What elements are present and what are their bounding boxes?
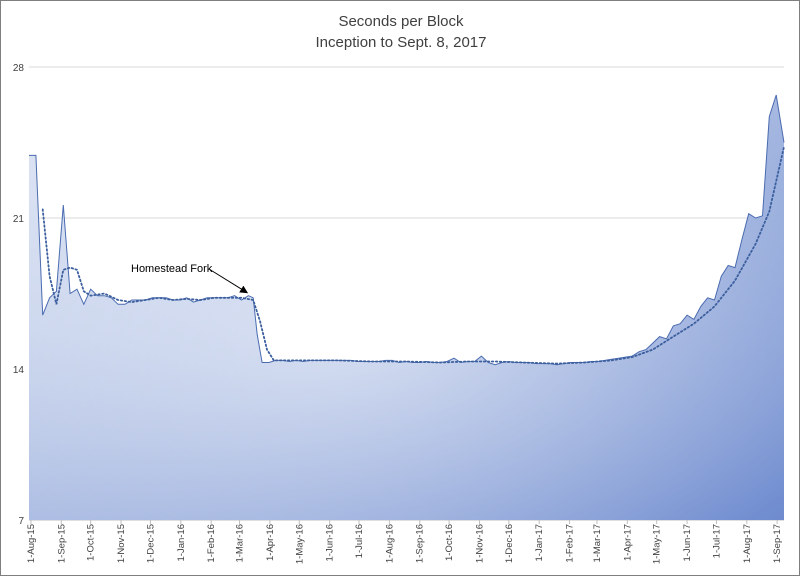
- annotation-arrow: [208, 268, 249, 294]
- x-tick-label: 1-Aug-15: [26, 524, 37, 563]
- trend-series: [41, 145, 785, 365]
- x-tick-label: 1-Aug-16: [384, 524, 395, 563]
- x-tick-label: 1-Apr-16: [265, 524, 276, 561]
- homestead-fork-annotation: Homestead Fork: [131, 263, 249, 294]
- y-tick-label: 7: [18, 516, 24, 527]
- x-tick-label: 1-Dec-15: [145, 524, 156, 563]
- annotation-label: Homestead Fork: [131, 263, 213, 275]
- x-tick-label: 1-Oct-16: [444, 524, 455, 561]
- x-tick-label: 1-Aug-17: [742, 524, 753, 563]
- x-tick-label: 1-Nov-16: [474, 524, 485, 563]
- chart-subtitle: Inception to Sept. 8, 2017: [316, 34, 487, 51]
- area-series: [29, 94, 785, 520]
- x-tick-label: 1-Sep-17: [772, 524, 783, 563]
- x-tick-label: 1-Feb-16: [206, 524, 217, 563]
- y-tick-label: 14: [13, 365, 25, 376]
- x-tick-label: 1-Dec-16: [504, 524, 515, 563]
- y-tick-label: 21: [13, 214, 25, 225]
- x-tick-label: 1-Jan-17: [534, 524, 545, 562]
- chart-title: Seconds per Block: [338, 13, 464, 30]
- x-tick-label: 1-May-17: [652, 524, 663, 564]
- x-tick-label: 1-Mar-16: [235, 524, 246, 563]
- x-tick-label: 1-May-16: [294, 524, 305, 564]
- x-tick-label: 1-Jun-16: [325, 524, 336, 562]
- x-tick-label: 1-Oct-15: [86, 524, 97, 561]
- x-tick-label: 1-Sep-15: [56, 524, 67, 563]
- x-axis-ticks: 1-Aug-15 1-Sep-15 1-Oct-15 1-Nov-15 1-Dec-15…: [26, 520, 783, 564]
- area-highlight: [29, 95, 784, 520]
- x-tick-label: 1-Mar-17: [592, 524, 603, 563]
- x-tick-label: 1-Jul-17: [711, 524, 722, 558]
- x-tick-label: 1-Apr-17: [622, 524, 633, 561]
- x-tick-label: 1-Sep-16: [415, 524, 426, 563]
- y-tick-label: 28: [13, 63, 25, 74]
- x-tick-label: 1-Feb-17: [565, 524, 576, 563]
- x-tick-label: 1-Nov-15: [116, 524, 127, 563]
- x-tick-label: 1-Jan-16: [176, 524, 187, 562]
- x-tick-label: 1-Jun-17: [682, 524, 693, 562]
- y-axis-ticks: 7 14 21 28: [13, 63, 25, 527]
- trend-line: [41, 145, 785, 365]
- x-tick-label: 1-Jul-16: [354, 524, 365, 558]
